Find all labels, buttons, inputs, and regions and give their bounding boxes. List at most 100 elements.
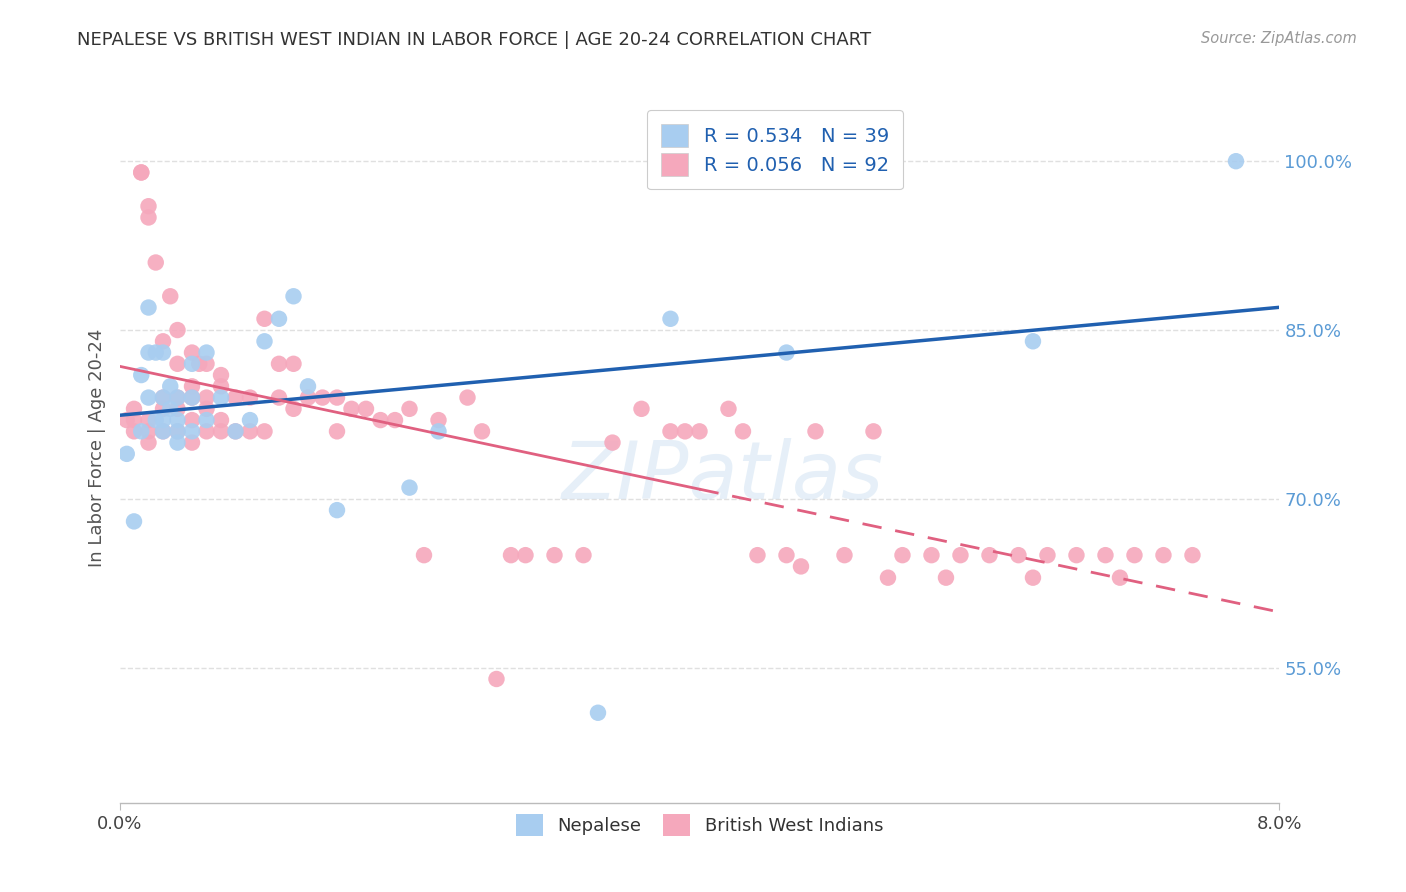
Point bbox=[1181, 548, 1204, 562]
Point bbox=[1022, 571, 1045, 585]
Point bbox=[225, 425, 247, 439]
Point bbox=[297, 391, 319, 405]
Point bbox=[209, 425, 232, 439]
Point bbox=[138, 199, 160, 213]
Point bbox=[166, 391, 188, 405]
Point bbox=[239, 413, 262, 427]
Point bbox=[630, 401, 652, 416]
Point bbox=[166, 323, 188, 337]
Point bbox=[138, 301, 160, 315]
Point bbox=[413, 548, 436, 562]
Point bbox=[267, 311, 290, 326]
Point bbox=[1036, 548, 1059, 562]
Point bbox=[195, 357, 218, 371]
Point bbox=[225, 391, 247, 405]
Point bbox=[253, 311, 276, 326]
Point bbox=[181, 357, 204, 371]
Point bbox=[731, 425, 754, 439]
Point bbox=[267, 391, 290, 405]
Point bbox=[138, 425, 160, 439]
Point bbox=[166, 357, 188, 371]
Point bbox=[949, 548, 972, 562]
Point bbox=[152, 425, 174, 439]
Point bbox=[181, 345, 204, 359]
Point bbox=[326, 391, 349, 405]
Point bbox=[181, 435, 204, 450]
Point bbox=[935, 571, 957, 585]
Point bbox=[115, 447, 138, 461]
Point bbox=[239, 391, 262, 405]
Point bbox=[543, 548, 565, 562]
Text: Source: ZipAtlas.com: Source: ZipAtlas.com bbox=[1201, 31, 1357, 46]
Point bbox=[152, 413, 174, 427]
Point bbox=[1123, 548, 1146, 562]
Point bbox=[659, 425, 682, 439]
Point bbox=[427, 425, 450, 439]
Point bbox=[152, 391, 174, 405]
Point bbox=[166, 425, 188, 439]
Point bbox=[283, 401, 305, 416]
Point bbox=[195, 345, 218, 359]
Point bbox=[253, 425, 276, 439]
Point bbox=[159, 379, 181, 393]
Point bbox=[152, 391, 174, 405]
Point bbox=[921, 548, 943, 562]
Point bbox=[659, 311, 682, 326]
Point bbox=[145, 413, 167, 427]
Point bbox=[1094, 548, 1116, 562]
Point bbox=[166, 391, 188, 405]
Text: NEPALESE VS BRITISH WEST INDIAN IN LABOR FORCE | AGE 20-24 CORRELATION CHART: NEPALESE VS BRITISH WEST INDIAN IN LABOR… bbox=[77, 31, 872, 49]
Point bbox=[297, 379, 319, 393]
Point bbox=[790, 559, 813, 574]
Y-axis label: In Labor Force | Age 20-24: In Labor Force | Age 20-24 bbox=[87, 329, 105, 567]
Point bbox=[181, 379, 204, 393]
Point bbox=[209, 391, 232, 405]
Point bbox=[267, 357, 290, 371]
Point bbox=[122, 515, 145, 529]
Point bbox=[326, 425, 349, 439]
Point bbox=[225, 425, 247, 439]
Point bbox=[209, 379, 232, 393]
Point bbox=[152, 345, 174, 359]
Point bbox=[283, 357, 305, 371]
Point bbox=[138, 435, 160, 450]
Point bbox=[427, 413, 450, 427]
Point bbox=[775, 345, 797, 359]
Point bbox=[456, 391, 478, 405]
Legend: Nepalese, British West Indians: Nepalese, British West Indians bbox=[509, 807, 890, 844]
Point bbox=[384, 413, 406, 427]
Point bbox=[138, 413, 160, 427]
Point bbox=[195, 391, 218, 405]
Point bbox=[129, 165, 152, 179]
Point bbox=[747, 548, 769, 562]
Point bbox=[188, 357, 211, 371]
Point bbox=[129, 425, 152, 439]
Point bbox=[717, 401, 740, 416]
Point bbox=[354, 401, 377, 416]
Point bbox=[138, 345, 160, 359]
Point bbox=[181, 425, 204, 439]
Point bbox=[326, 503, 349, 517]
Point bbox=[485, 672, 508, 686]
Point bbox=[673, 425, 696, 439]
Point bbox=[891, 548, 914, 562]
Point bbox=[159, 401, 181, 416]
Point bbox=[979, 548, 1001, 562]
Point bbox=[159, 289, 181, 303]
Point bbox=[166, 435, 188, 450]
Point bbox=[877, 571, 900, 585]
Point bbox=[138, 391, 160, 405]
Point bbox=[499, 548, 522, 562]
Point bbox=[181, 413, 204, 427]
Point bbox=[115, 413, 138, 427]
Point bbox=[138, 211, 160, 225]
Point bbox=[152, 425, 174, 439]
Point bbox=[195, 401, 218, 416]
Point bbox=[1007, 548, 1029, 562]
Point bbox=[398, 401, 420, 416]
Point bbox=[283, 289, 305, 303]
Point bbox=[253, 334, 276, 349]
Point bbox=[181, 391, 204, 405]
Point bbox=[804, 425, 827, 439]
Point bbox=[166, 413, 188, 427]
